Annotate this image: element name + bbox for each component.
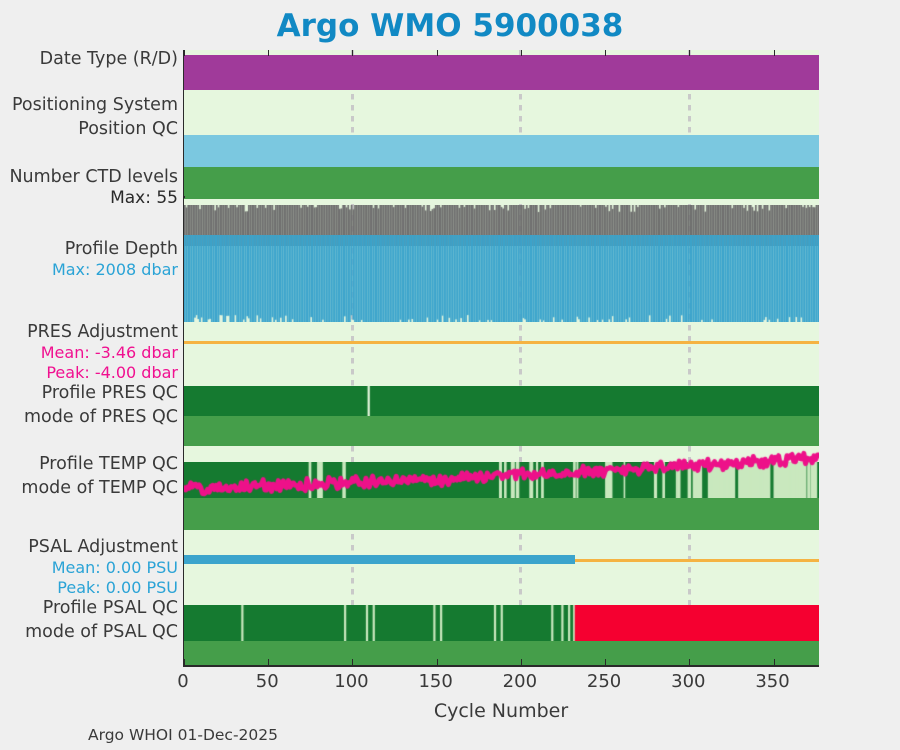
row-sublabel-number-ctd-levels-0: Max: 55 — [110, 188, 178, 208]
gridline-200 — [519, 50, 523, 665]
ctd-levels-axis-tick — [184, 196, 185, 198]
row-sublabel-psal-adjustment-0: Mean: 0.00 PSU — [51, 558, 178, 577]
psal-adjustment-applied-segment — [184, 555, 575, 564]
row-label-mode-psal-qc: mode of PSAL QC — [25, 622, 178, 642]
x-tick-top-150 — [436, 50, 438, 56]
x-tick-bottom-0 — [184, 659, 185, 665]
x-tick-top-250 — [605, 50, 607, 56]
x-tick-bottom-50 — [268, 659, 270, 665]
row-label-profile-temp-qc: Profile TEMP QC — [39, 454, 178, 474]
row-label-mode-temp-qc: mode of TEMP QC — [21, 478, 178, 498]
x-tick-label-250: 250 — [586, 671, 622, 692]
band-pres-adjustment — [184, 341, 819, 344]
row-label-profile-psal-qc: Profile PSAL QC — [42, 598, 178, 618]
x-tick-label-200: 200 — [502, 671, 538, 692]
x-tick-bottom-250 — [605, 659, 607, 665]
x-tick-label-350: 350 — [755, 671, 790, 692]
row-label-positioning-system: Positioning System — [11, 95, 178, 115]
row-sublabel-psal-adjustment-1: Peak: 0.00 PSU — [57, 578, 178, 597]
page-title: Argo WMO 5900038 — [276, 8, 624, 44]
series-profile-pres-qc — [184, 386, 819, 416]
x-tick-label-100: 100 — [334, 671, 369, 692]
row-label-number-ctd-levels: Number CTD levels — [9, 167, 178, 187]
x-tick-top-350 — [773, 50, 775, 56]
series-profile-temp-qc-trace — [184, 438, 819, 510]
x-tick-bottom-300 — [689, 659, 691, 665]
row-label-psal-adjustment: PSAL Adjustment — [28, 537, 178, 557]
row-label-date-type: Date Type (R/D) — [39, 49, 178, 69]
x-axis-line — [183, 665, 819, 667]
x-tick-bottom-200 — [520, 659, 522, 665]
x-tick-label-300: 300 — [671, 671, 706, 692]
band-date-type — [184, 55, 819, 90]
x-tick-bottom-350 — [773, 659, 775, 665]
plot-inner — [184, 50, 819, 665]
x-axis-title: Cycle Number — [433, 700, 569, 722]
row-sublabel-pres-adjustment-1: Peak: -4.00 dbar — [46, 363, 178, 382]
gridline-300 — [687, 50, 691, 665]
row-sublabel-profile-depth-0: Max: 2008 dbar — [51, 260, 178, 279]
x-tick-bottom-150 — [436, 659, 438, 665]
x-tick-top-200 — [520, 50, 522, 56]
row-label-mode-pres-qc: mode of PRES QC — [23, 407, 178, 427]
band-position-qc — [184, 167, 819, 199]
row-label-profile-pres-qc: Profile PRES QC — [41, 383, 178, 403]
series-profile-psal-qc — [184, 605, 819, 641]
x-tick-label-50: 50 — [255, 671, 279, 692]
x-tick-top-300 — [689, 50, 691, 56]
series-mode-psal-qc — [184, 641, 819, 665]
x-tick-bottom-100 — [352, 659, 354, 665]
footer-credit: Argo WHOI 01-Dec-2025 — [88, 726, 278, 744]
x-tick-top-50 — [268, 50, 270, 56]
gridline-100 — [350, 50, 354, 665]
x-tick-top-0 — [184, 50, 185, 56]
x-tick-label-0: 0 — [177, 671, 189, 692]
plot-area — [183, 50, 819, 665]
series-profile-depth — [184, 235, 819, 322]
row-label-position-qc: Position QC — [78, 119, 178, 139]
x-tick-label-150: 150 — [418, 671, 453, 692]
row-label-pres-adjustment: PRES Adjustment — [27, 322, 178, 342]
x-tick-top-100 — [352, 50, 354, 56]
row-sublabel-pres-adjustment-0: Mean: -3.46 dbar — [40, 343, 178, 362]
row-label-profile-depth: Profile Depth — [64, 239, 178, 259]
band-positioning-system — [184, 135, 819, 167]
psal-adjustment-zero-line — [574, 559, 819, 562]
